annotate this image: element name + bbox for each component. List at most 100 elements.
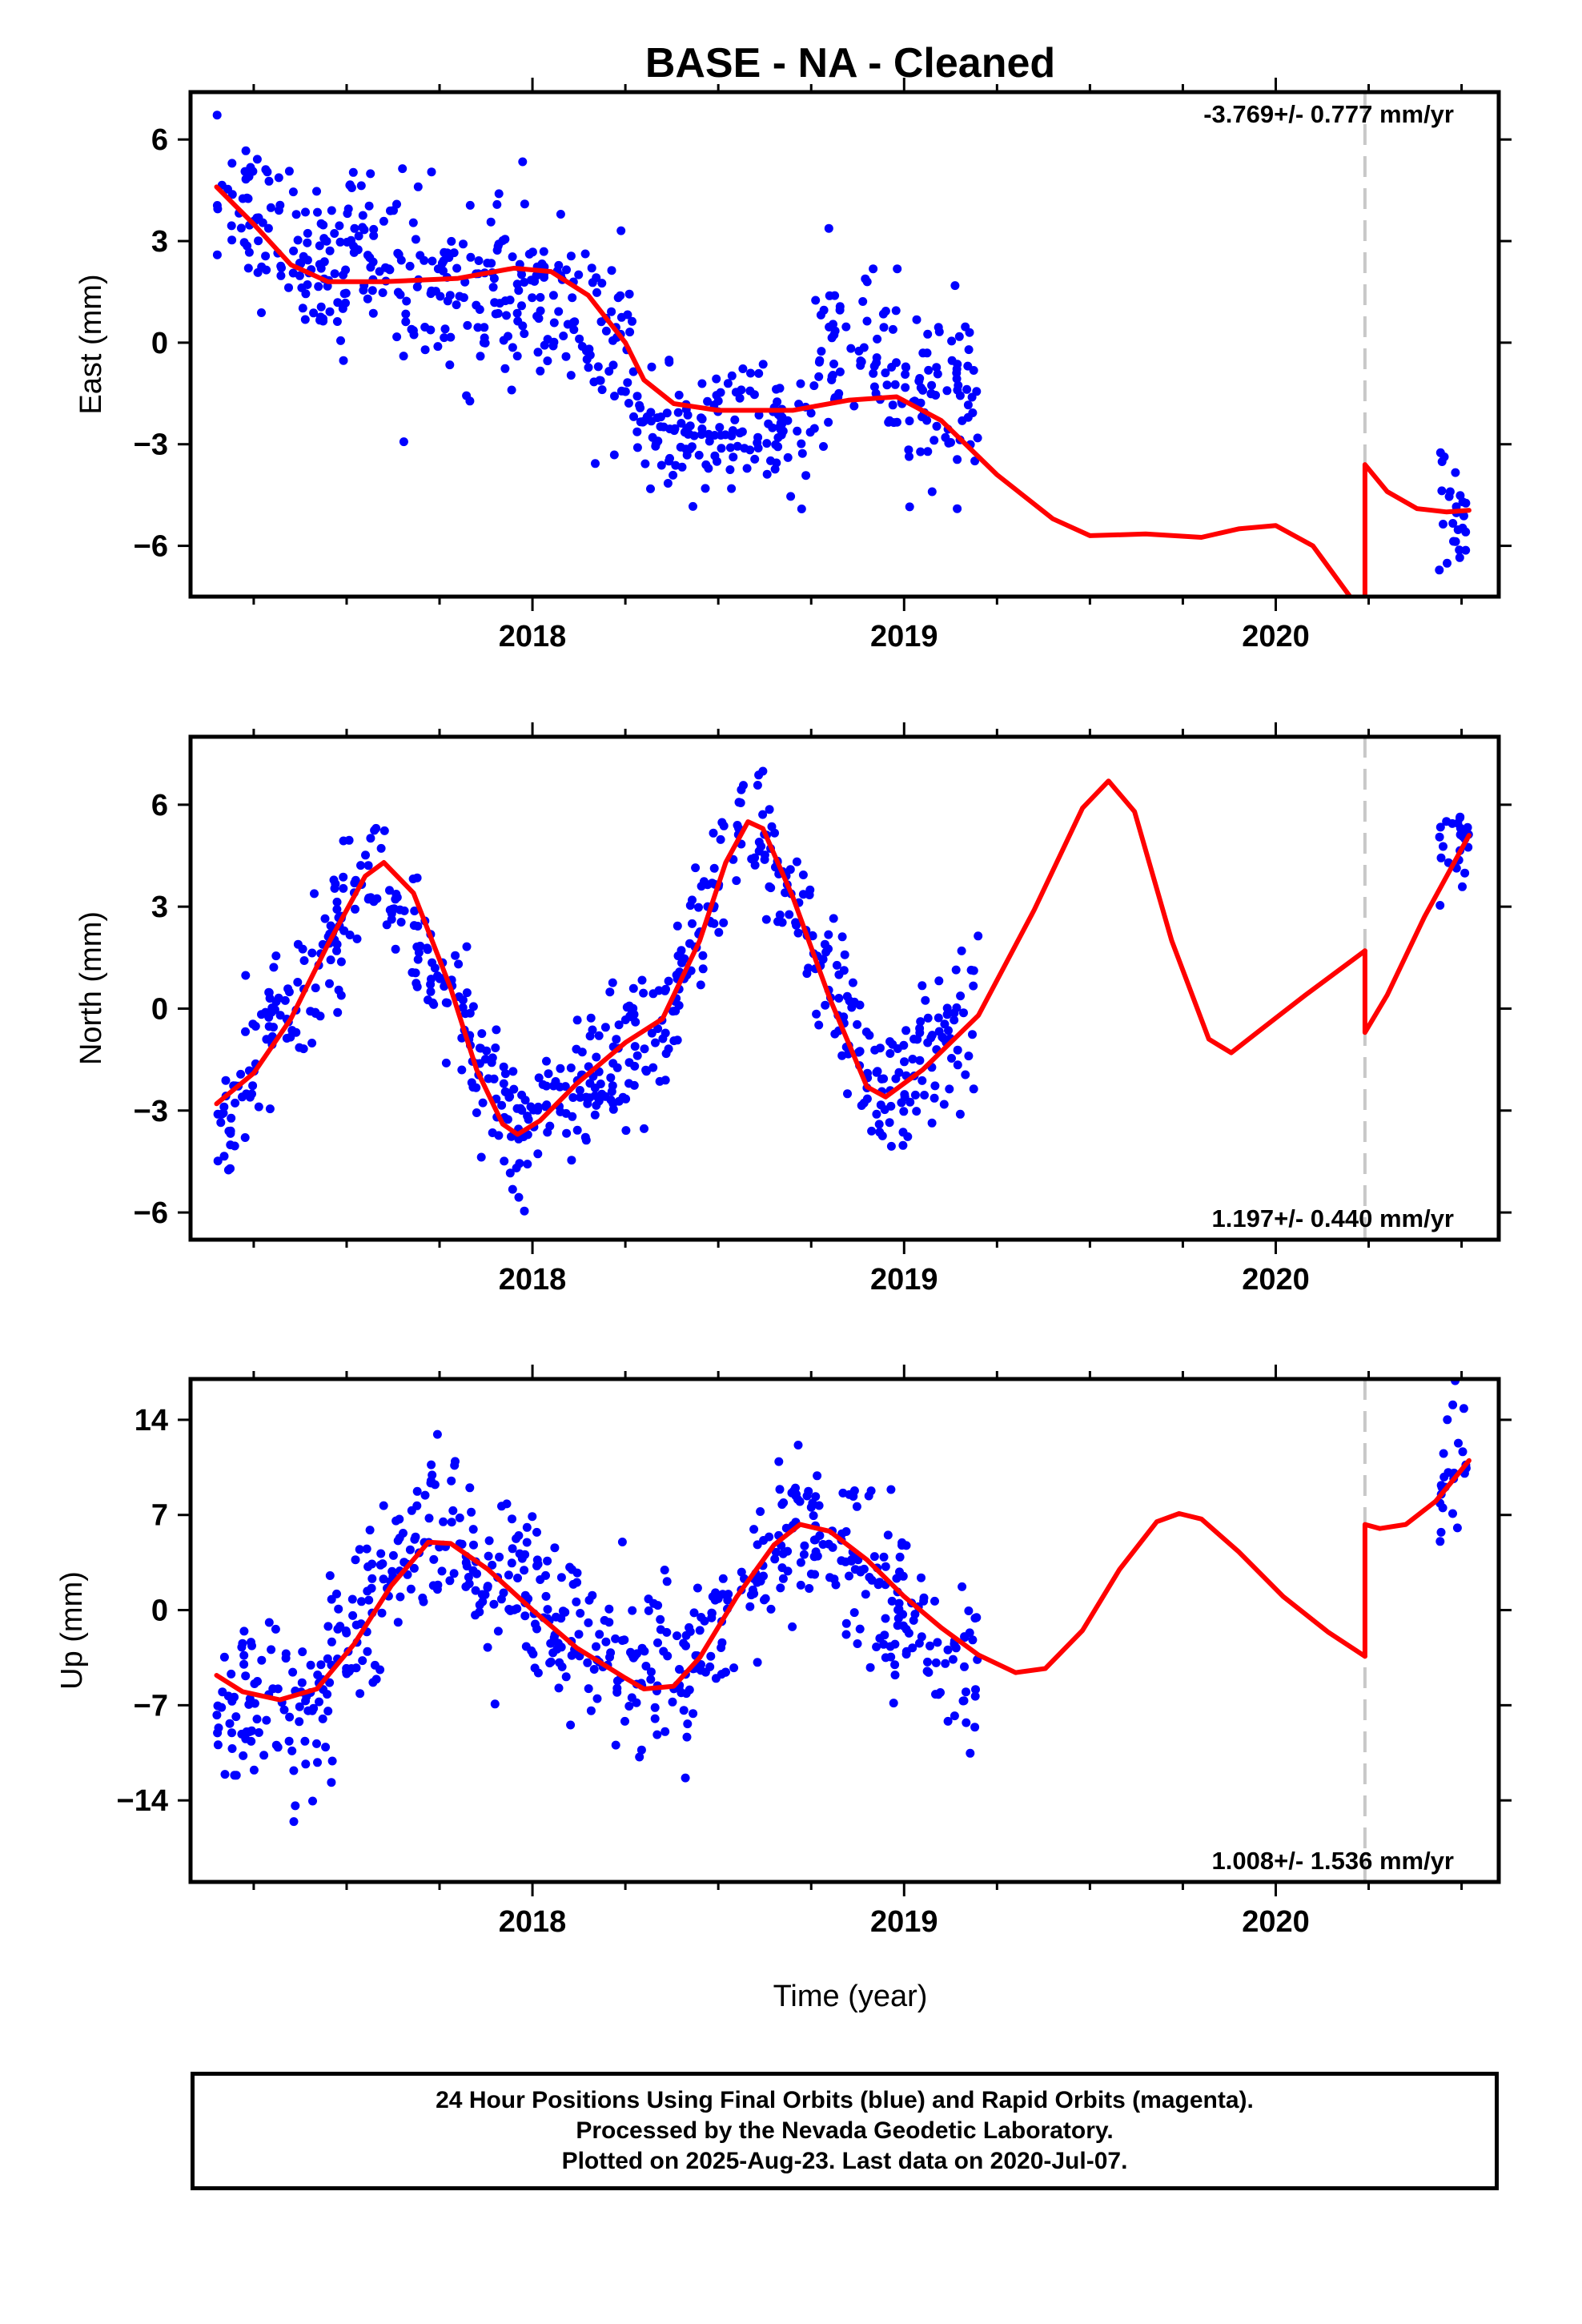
- data-point: [905, 502, 914, 512]
- data-point: [656, 1625, 665, 1634]
- data-point: [879, 1552, 889, 1562]
- data-point: [719, 918, 729, 927]
- y-tick-label: 6: [151, 123, 168, 157]
- data-point: [879, 323, 889, 332]
- data-point: [908, 1055, 917, 1063]
- data-point: [504, 1570, 513, 1580]
- data-point: [754, 410, 764, 420]
- data-point: [316, 1660, 326, 1670]
- data-point: [532, 1624, 541, 1634]
- data-point: [845, 1571, 853, 1581]
- data-point: [835, 367, 845, 376]
- data-point: [327, 1594, 336, 1604]
- data-point: [556, 1573, 566, 1582]
- data-point: [853, 1019, 862, 1029]
- x-tick-label: 2018: [499, 620, 567, 653]
- data-point: [520, 1611, 530, 1621]
- data-point: [426, 1478, 436, 1488]
- data-point: [521, 1642, 531, 1651]
- data-point: [310, 889, 319, 899]
- data-point: [433, 264, 443, 274]
- data-point: [915, 1055, 925, 1065]
- x-axis-label: Time (year): [773, 1980, 928, 2013]
- data-point: [834, 994, 844, 1003]
- data-point: [680, 954, 689, 963]
- data-point: [892, 1574, 901, 1583]
- data-point: [912, 1107, 921, 1116]
- data-point: [701, 460, 711, 469]
- data-point: [698, 964, 708, 974]
- data-point: [586, 1706, 596, 1715]
- y-tick-label: 0: [151, 1594, 168, 1628]
- data-point: [402, 296, 412, 306]
- data-point: [950, 1711, 959, 1721]
- data-point: [567, 1156, 576, 1165]
- data-point: [1458, 523, 1468, 533]
- data-point: [706, 1651, 716, 1661]
- data-point: [563, 320, 572, 329]
- data-point: [330, 269, 339, 279]
- data-point: [254, 1728, 263, 1737]
- data-point: [900, 1092, 909, 1102]
- data-point: [509, 1084, 519, 1094]
- data-point: [508, 1544, 517, 1554]
- data-point: [814, 1020, 824, 1030]
- data-point: [245, 1694, 255, 1703]
- data-point: [914, 1638, 924, 1648]
- data-point: [515, 1159, 524, 1168]
- data-point: [500, 364, 510, 373]
- data-point: [953, 1045, 962, 1055]
- data-point: [930, 1093, 939, 1103]
- data-point: [241, 1671, 251, 1681]
- data-point: [279, 1705, 289, 1715]
- data-point: [886, 1485, 896, 1494]
- data-point: [694, 903, 703, 912]
- data-point: [797, 439, 806, 448]
- data-point: [332, 897, 342, 907]
- data-point: [964, 345, 974, 355]
- panels: 2018 2019 2020 6 3 0 −3 −6 East (mm) -3.769+/- 0.…: [55, 78, 1512, 1939]
- data-point: [855, 1624, 865, 1634]
- data-point: [566, 251, 576, 261]
- data-point: [597, 385, 607, 395]
- data-point: [953, 455, 962, 464]
- data-point: [727, 484, 737, 493]
- data-point: [238, 1092, 247, 1102]
- x-tick-label: 2019: [870, 1263, 938, 1297]
- data-point: [785, 865, 795, 875]
- data-point: [942, 1003, 952, 1013]
- data-point: [727, 371, 737, 380]
- data-point: [1442, 817, 1452, 826]
- data-point: [257, 262, 267, 271]
- data-point: [316, 219, 326, 228]
- data-point: [749, 1525, 759, 1534]
- data-point: [568, 293, 577, 303]
- data-point: [824, 930, 833, 939]
- data-point: [697, 379, 707, 388]
- data-point: [873, 334, 882, 344]
- data-point: [491, 1043, 500, 1052]
- data-point: [742, 464, 752, 473]
- data-point: [468, 1525, 478, 1534]
- data-point: [224, 1127, 234, 1136]
- data-point: [523, 1160, 532, 1169]
- data-point: [734, 798, 744, 807]
- data-point: [628, 1010, 638, 1019]
- data-point: [336, 336, 345, 345]
- data-point: [933, 369, 942, 379]
- data-point: [624, 289, 634, 299]
- data-point: [914, 376, 924, 386]
- data-point: [584, 1093, 594, 1103]
- data-point: [885, 416, 894, 425]
- data-point: [635, 400, 644, 410]
- data-point: [236, 1069, 246, 1079]
- data-point: [762, 469, 772, 479]
- north-y-axis-label: North (mm): [74, 911, 108, 1065]
- data-point: [536, 306, 545, 316]
- data-point: [449, 1569, 459, 1578]
- data-point: [480, 1055, 490, 1064]
- data-point: [490, 1699, 500, 1709]
- data-point: [808, 1498, 817, 1508]
- data-point: [1448, 519, 1458, 528]
- data-point: [327, 1778, 336, 1787]
